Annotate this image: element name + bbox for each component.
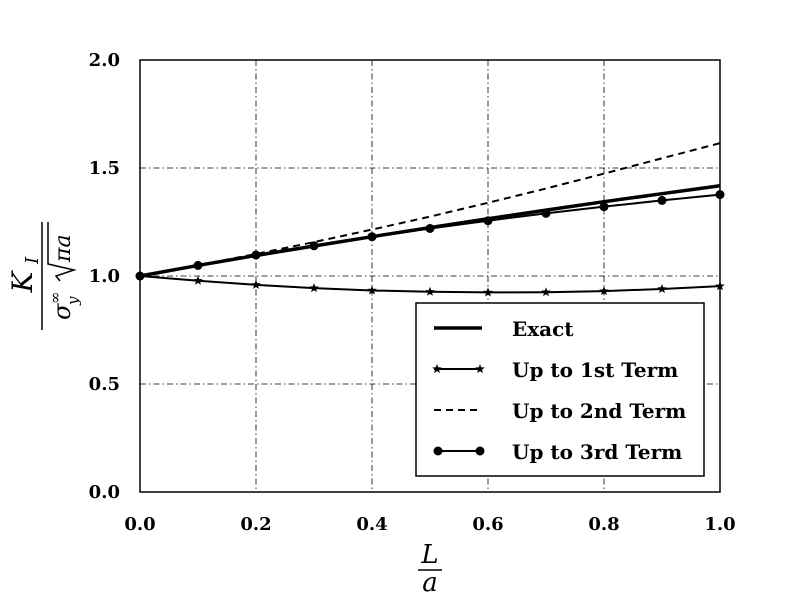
x-tick-labels: 0.0 0.2 0.4 0.6 0.8 1.0 (124, 514, 735, 535)
y-label-sqrt-sign (47, 222, 77, 282)
y-tick-label: 0.5 (89, 374, 120, 395)
legend-label-exact: Exact (512, 317, 574, 341)
y-tick-label: 2.0 (89, 50, 120, 71)
data-point-circle (367, 232, 377, 242)
legend-label-second-term: Up to 2nd Term (512, 399, 686, 423)
data-point-circle (425, 223, 435, 233)
data-point-star (251, 279, 261, 289)
data-point-star (367, 285, 377, 295)
data-point-circle (483, 216, 493, 226)
series-group (135, 142, 725, 297)
data-point-circle (309, 241, 319, 251)
data-point-star (657, 283, 667, 294)
y-tick-labels: 0.0 0.5 1.0 1.5 2.0 (89, 50, 120, 503)
y-label-numerator: K (6, 269, 39, 293)
y-label-numerator-subscript: I (22, 256, 43, 265)
y-label-denominator-subscript: y (64, 296, 82, 306)
legend: Exact Up to 1st Term Up to 2nd Term Up t… (415, 302, 705, 477)
x-label-denominator: a (422, 568, 438, 598)
data-point-circle (541, 208, 551, 218)
y-label-denominator-superscript: ∞ (46, 292, 64, 305)
data-point-circle (251, 250, 261, 260)
x-tick-label: 0.6 (472, 514, 503, 535)
data-point-star (483, 287, 493, 297)
data-point-circle (657, 195, 667, 205)
x-tick-label: 0.0 (124, 514, 155, 535)
x-tick-label: 0.4 (356, 514, 387, 535)
data-point-circle (599, 202, 609, 212)
series-line-3 (139, 142, 721, 277)
legend-circle-marker (433, 446, 443, 456)
data-point-star (425, 286, 435, 296)
y-axis-label: K I σ ∞ y πa (6, 222, 82, 330)
y-label-denominator: σ (48, 303, 76, 320)
legend-star-marker (432, 364, 442, 374)
data-point-star (541, 287, 551, 297)
data-point-circle (193, 260, 203, 270)
data-point-star (309, 283, 319, 293)
legend-box (415, 302, 705, 477)
x-tick-label: 1.0 (704, 514, 735, 535)
x-tick-label: 0.8 (588, 514, 619, 535)
y-tick-label: 1.5 (89, 158, 120, 179)
x-label-numerator: L (420, 540, 438, 570)
legend-circle-marker (475, 446, 485, 456)
data-point-star (193, 275, 203, 285)
x-axis-label: L a (418, 540, 442, 598)
series-line-4 (139, 193, 721, 277)
y-label-sqrt-argument: πa (51, 234, 76, 263)
y-tick-label: 1.0 (89, 266, 120, 287)
y-tick-label: 0.0 (89, 482, 120, 503)
legend-star-marker (475, 364, 485, 374)
legend-label-third-term: Up to 3rd Term (512, 440, 682, 464)
x-tick-label: 0.2 (240, 514, 271, 535)
data-point-star (599, 286, 609, 296)
plot-frame (139, 59, 721, 493)
legend-label-first-term: Up to 1st Term (512, 358, 678, 382)
